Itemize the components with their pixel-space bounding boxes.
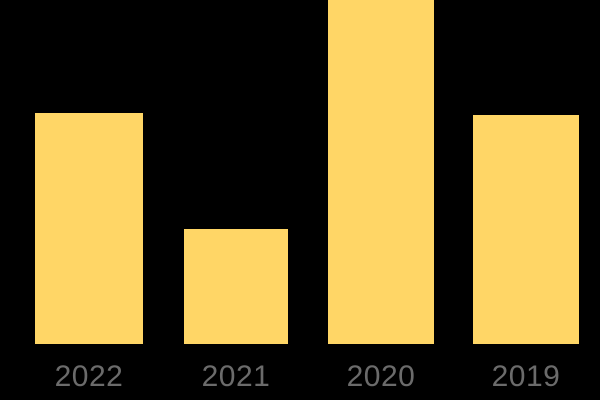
bar-2022 [35, 113, 143, 344]
x-axis-label-2021: 2021 [201, 360, 271, 393]
bar-2021 [184, 229, 288, 344]
bar-2019 [473, 115, 579, 344]
x-axis-label-2019: 2019 [491, 360, 561, 393]
x-axis-label-2020: 2020 [346, 360, 416, 393]
bar-2020 [328, 0, 434, 344]
x-axis-label-2022: 2022 [54, 360, 124, 393]
